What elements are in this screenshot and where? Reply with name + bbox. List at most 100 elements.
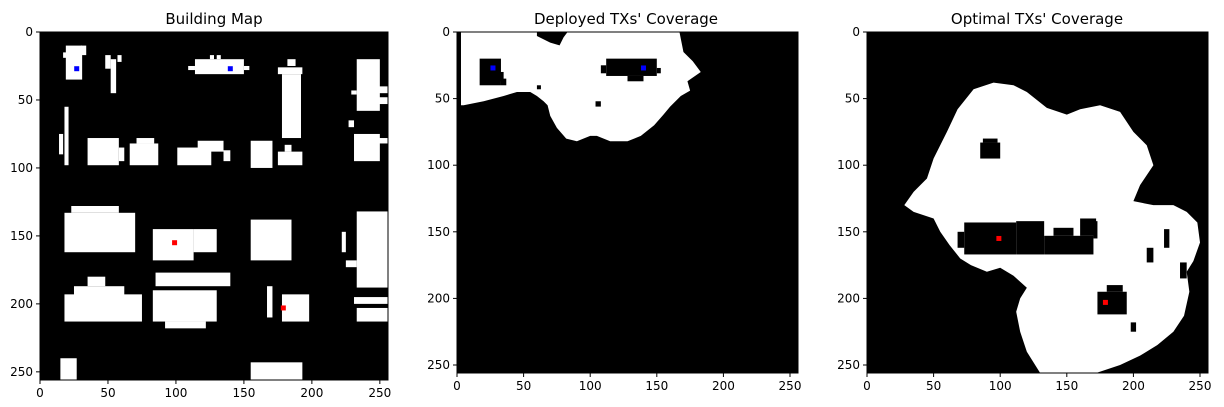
coverage-hole: [1106, 285, 1123, 292]
x-tick-label: 100: [579, 379, 602, 393]
building-block: [64, 212, 136, 253]
building-block: [155, 272, 231, 287]
x-tick-label: 150: [232, 386, 255, 400]
y-tick-label: 0: [852, 25, 860, 39]
plot-frame: [39, 31, 389, 381]
coverage-hole: [1044, 235, 1094, 255]
building-block: [80, 45, 87, 56]
transmitter-marker: [74, 66, 80, 72]
building-block: [59, 133, 64, 155]
coverage-hole: [957, 231, 965, 248]
building-block: [277, 151, 303, 166]
building-block: [129, 143, 159, 166]
coverage-hole: [656, 67, 661, 74]
coverage-hole: [606, 58, 657, 76]
coverage-hole: [980, 142, 1001, 159]
coverage-hole: [492, 71, 504, 82]
y-tick-label: 100: [427, 158, 450, 172]
building-block: [188, 65, 195, 71]
building-block: [351, 90, 357, 95]
y-tick-label: 150: [427, 225, 450, 239]
building-block: [250, 219, 292, 261]
building-block: [267, 286, 273, 318]
coverage-hole: [627, 75, 644, 82]
building-block: [152, 290, 217, 322]
x-tick-label: 0: [453, 379, 461, 393]
y-tick-label: 250: [427, 358, 450, 372]
building-block: [374, 138, 388, 144]
y-tick-label: 50: [435, 92, 450, 106]
building-block: [341, 231, 346, 253]
x-tick-label: 150: [645, 379, 668, 393]
building-block: [165, 321, 206, 329]
building-block: [65, 45, 83, 80]
coverage-hole: [500, 78, 507, 86]
x-tick-label: 200: [300, 386, 323, 400]
x-tick-label: 250: [779, 379, 802, 393]
building-block: [177, 147, 212, 166]
building-block: [356, 307, 388, 322]
panel-building-map: Building Map 0 50 100 150 200 250050100150200…: [10, 10, 391, 400]
building-block: [197, 140, 224, 152]
building-block: [348, 120, 355, 128]
building-block: [105, 55, 111, 69]
building-block: [71, 206, 119, 213]
coverage-hole: [1097, 291, 1127, 315]
coverage-hole: [1146, 247, 1154, 263]
y-tick-label: 100: [10, 161, 33, 175]
panel-deployed-coverage: Deployed TXs' Coverage 0 50 100 150 200 25005…: [427, 10, 801, 393]
coverage-hole: [1016, 221, 1045, 255]
y-tick-label: 0: [25, 25, 33, 39]
x-tick-label: 250: [1189, 379, 1212, 393]
y-tick-label: 250: [837, 358, 860, 372]
panel-title: Deployed TXs' Coverage: [534, 10, 718, 28]
x-tick-label: 200: [1122, 379, 1145, 393]
building-block: [60, 358, 77, 380]
building-block: [216, 55, 221, 60]
transmitter-marker: [490, 65, 496, 71]
y-tick-label: 200: [10, 297, 33, 311]
transmitter-marker: [996, 235, 1002, 241]
coverage-hole: [1093, 221, 1098, 239]
coverage-hole: [982, 138, 998, 143]
x-tick-label: 150: [1055, 379, 1078, 393]
transmitter-marker: [280, 305, 286, 311]
x-tick-label: 50: [926, 379, 941, 393]
transmitter-marker: [172, 240, 178, 246]
building-block: [194, 59, 244, 75]
y-tick-label: 50: [18, 93, 33, 107]
building-block: [117, 55, 122, 62]
coverage-hole: [964, 222, 1017, 255]
building-block: [356, 211, 388, 288]
panel-title: Optimal TXs' Coverage: [951, 10, 1123, 28]
transmitter-marker: [1102, 299, 1108, 305]
plot-frame: [456, 31, 799, 374]
x-tick-label: 200: [712, 379, 735, 393]
y-tick-label: 50: [845, 92, 860, 106]
coverage-hole: [1164, 229, 1170, 248]
building-block: [354, 297, 388, 304]
building-block: [277, 67, 303, 75]
x-tick-label: 0: [863, 379, 871, 393]
building-block: [73, 286, 125, 298]
transmitter-marker: [227, 66, 233, 72]
building-block: [118, 147, 125, 162]
y-tick-label: 250: [10, 365, 33, 379]
building-block: [110, 59, 117, 94]
plot-frame: [866, 31, 1209, 374]
x-tick-label: 50: [100, 386, 115, 400]
building-block: [250, 362, 303, 380]
building-block: [136, 138, 155, 144]
building-block: [281, 294, 310, 322]
building-block: [250, 140, 273, 168]
building-block: [87, 276, 106, 287]
panel-optimal-coverage: Optimal TXs' Coverage 0 50 100 150 200 250050…: [837, 10, 1211, 393]
coverage-hole: [536, 85, 541, 90]
building-block: [193, 229, 217, 253]
y-tick-label: 150: [10, 229, 33, 243]
building-block: [284, 144, 292, 152]
coverage-hole: [1180, 262, 1187, 279]
x-tick-label: 0: [36, 386, 44, 400]
coverage-hole: [1053, 227, 1074, 236]
